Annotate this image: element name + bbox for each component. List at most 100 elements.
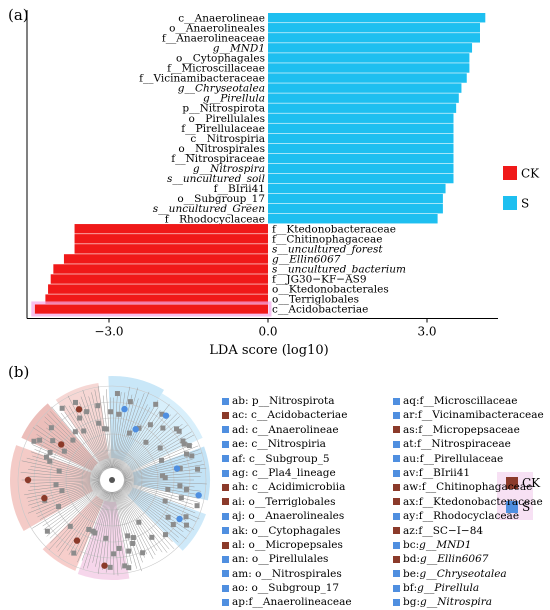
cladogram-branch [123, 467, 207, 479]
lda-legend-label: S [521, 197, 529, 211]
cladogram-branch [79, 402, 108, 470]
cladogram-node [61, 448, 67, 454]
cladogram-node [147, 422, 153, 428]
legend-marker-icon [393, 426, 400, 434]
cladogram-node [48, 425, 54, 431]
cladogram-marker [73, 537, 81, 544]
cladogram-node [59, 488, 65, 494]
legend-item-text: ap:f__Anaerolineaceae [232, 596, 352, 609]
lda-bar-label: f__Rhodocyclaceae [165, 213, 265, 225]
cladogram-branch [123, 452, 203, 477]
cladogram-branch [42, 486, 103, 527]
cladogram-node [37, 437, 43, 443]
cladogram-node [160, 425, 166, 431]
lda-bar-label: o__Cytophagales [176, 52, 265, 64]
legend-marker-icon [393, 527, 400, 535]
legend-marker-icon [222, 455, 229, 463]
cladogram-branch [123, 480, 195, 488]
legend-item-text: ae: c__Nitrospiria [232, 438, 326, 451]
cladogram-branch [82, 491, 109, 569]
cladogram-legend-item: av: f__BIrii41 [393, 466, 544, 480]
cladogram-branch [64, 404, 106, 471]
legend-marker-icon [393, 584, 400, 592]
cladogram-branch [118, 407, 159, 471]
cladogram-branch [28, 483, 101, 506]
cladogram-node [95, 403, 101, 409]
legend-item-code: bf: [403, 582, 418, 595]
cladogram-marker [173, 465, 181, 472]
legend-item-text: an: o__Pirellulales [232, 553, 329, 566]
cladogram-node [125, 533, 131, 539]
cladogram-branch [60, 412, 105, 471]
cladogram-branch [57, 489, 105, 552]
cladogram-legend-column-1: ab: p__Nitrospirota ac: c__Acidobacteriae… [222, 394, 352, 610]
lda-bar [74, 224, 268, 234]
cladogram-branch [27, 476, 101, 480]
lda-bar [268, 203, 443, 214]
lda-bar [268, 133, 454, 144]
lda-x-axis-label: LDA score (log10) [209, 343, 328, 358]
cladogram-branch [73, 490, 107, 555]
cladogram-marker [176, 515, 183, 523]
lda-bar [268, 63, 470, 73]
cladogram-branch [123, 483, 193, 505]
cladogram-branch [116, 490, 148, 555]
cladogram-branch [113, 392, 122, 469]
legend-item-text: f__Chitinophagaceae [421, 481, 533, 494]
cladogram-legend-label: S [522, 500, 530, 514]
cladogram-branch [102, 395, 111, 469]
legend-item-text: f__Pirellulaceae [419, 452, 504, 465]
legend-marker-icon [222, 527, 229, 535]
legend-marker-icon [393, 541, 400, 549]
cladogram-marker [162, 412, 170, 419]
cladogram-branch [119, 489, 168, 553]
cladogram-node [90, 528, 96, 534]
lda-bar-highlight [31, 301, 272, 317]
lda-bar-label: c__Anaerolineae [178, 12, 265, 24]
cladogram-legend-item: ag: c__Pla4_lineage [222, 466, 352, 480]
cladogram-node [136, 519, 142, 525]
cladogram-node [159, 473, 165, 479]
lda-bar [268, 143, 454, 154]
cladogram-node [130, 535, 136, 541]
cladogram-branch [119, 413, 167, 471]
cladogram-node [130, 540, 136, 546]
cladogram-node [178, 495, 184, 501]
cladogram-node [67, 523, 73, 529]
cladogram-node [71, 550, 77, 556]
cladogram-branch [122, 484, 200, 520]
legend-item-text: g__Chryseotalea [419, 567, 507, 580]
legend-item-code: bd: [403, 553, 420, 566]
cladogram-legend-item: ap:f__Anaerolineaceae [222, 595, 352, 609]
cladogram-node [159, 411, 165, 417]
cladogram-legend-item: ad: c__Anaerolineae [222, 423, 352, 437]
legend-item-text: ab: p__Nitrospirota [232, 395, 335, 407]
cladogram-branch [82, 390, 109, 469]
cladogram-branch [39, 485, 102, 520]
cladogram-marker [75, 406, 83, 413]
cladogram-legend-item: ao: o__Subgroup_17 [222, 581, 352, 595]
lda-bar-label: o__Ktedonobacterales [272, 284, 389, 296]
lda-bar [63, 254, 269, 264]
legend-item-text: ad: c__Anaerolineae [232, 423, 339, 436]
lda-bar-label: c__Nitrospiria [190, 133, 265, 145]
legend-item-text: aj: o__Anaerolineales [232, 510, 345, 523]
legend-marker-icon [222, 484, 229, 492]
lda-bar-label: f__BIrii41 [214, 183, 265, 195]
cladogram-node [177, 483, 183, 489]
lda-bar [74, 234, 268, 244]
legend-item-code: av: [403, 466, 419, 479]
lda-bar-label: g__MND1 [213, 42, 265, 54]
cladogram-node [184, 451, 190, 457]
cladogram-branch [87, 491, 110, 569]
lda-bar-label: f__Pirellulaceae [181, 123, 265, 135]
legend-marker-icon [222, 541, 229, 549]
cladogram-branch [32, 427, 103, 474]
cladogram-branch [32, 455, 101, 477]
cladogram-node [162, 475, 168, 481]
cladogram-branch [55, 489, 105, 548]
cladogram-node [140, 550, 146, 556]
lda-bar-label: o__Subgroup_17 [177, 193, 265, 205]
cladogram-node [162, 498, 168, 504]
legend-marker-icon [393, 412, 400, 420]
